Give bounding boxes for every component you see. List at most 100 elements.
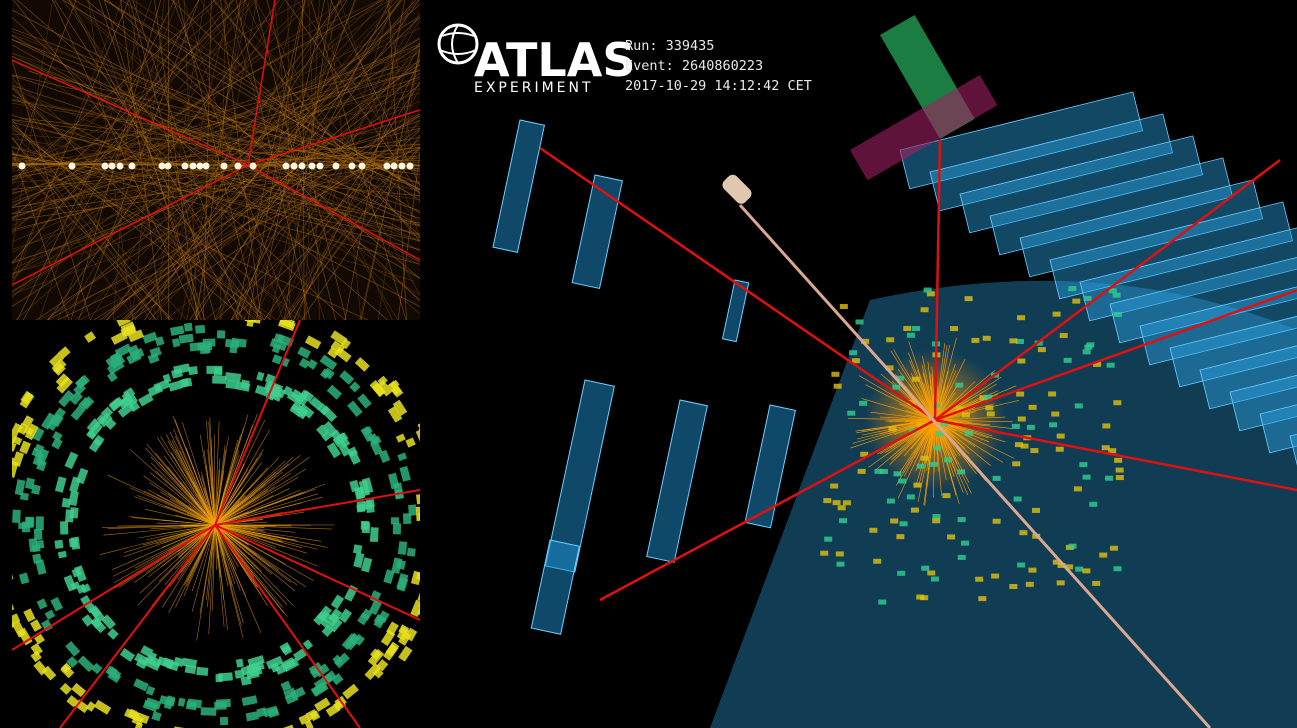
calo-cell bbox=[391, 557, 403, 574]
calo-cell bbox=[405, 437, 416, 448]
end-view-panel bbox=[0, 320, 430, 728]
track bbox=[906, 414, 936, 421]
calo-cell bbox=[886, 498, 895, 504]
calo-cell bbox=[279, 641, 292, 654]
track bbox=[909, 360, 936, 421]
calo-cell bbox=[188, 365, 199, 376]
track bbox=[890, 350, 936, 421]
track bbox=[209, 495, 216, 526]
track bbox=[12, 0, 234, 192]
track bbox=[113, 115, 420, 320]
calo-cell bbox=[68, 490, 79, 506]
calo-cell bbox=[1017, 562, 1026, 568]
calo-cell bbox=[823, 498, 832, 504]
calo-cell bbox=[842, 500, 851, 506]
track bbox=[120, 0, 420, 194]
track bbox=[12, 127, 272, 320]
calo-cell bbox=[892, 384, 901, 390]
track bbox=[934, 395, 951, 421]
calo-cell bbox=[265, 655, 284, 670]
calo-cell bbox=[229, 344, 238, 354]
calo-cell bbox=[128, 400, 141, 413]
calo-cell bbox=[421, 471, 430, 480]
calo-cell bbox=[1115, 475, 1124, 481]
calo-cell bbox=[1082, 349, 1091, 355]
track bbox=[889, 419, 936, 465]
track bbox=[12, 146, 420, 234]
calo-cell bbox=[410, 599, 420, 617]
calo-cell bbox=[955, 382, 964, 388]
calo-cell bbox=[44, 609, 56, 620]
track bbox=[189, 508, 216, 526]
calo-cell bbox=[320, 405, 338, 423]
calo-cell bbox=[906, 494, 915, 500]
calo-cell bbox=[404, 627, 418, 642]
calo-cell bbox=[271, 354, 283, 365]
calo-cell bbox=[824, 536, 833, 542]
calo-cell bbox=[244, 320, 262, 324]
calo-cell bbox=[308, 662, 323, 676]
track bbox=[214, 41, 420, 320]
track bbox=[12, 157, 420, 215]
track bbox=[932, 419, 936, 498]
vertex bbox=[196, 162, 204, 170]
calo-cell bbox=[1099, 552, 1108, 558]
vertex bbox=[234, 162, 242, 170]
calo-cell bbox=[271, 343, 281, 354]
vertex bbox=[158, 162, 166, 170]
track bbox=[12, 102, 420, 172]
track bbox=[214, 524, 236, 585]
calo-cell bbox=[2, 577, 12, 586]
track bbox=[214, 524, 241, 591]
calo-cell bbox=[869, 527, 878, 533]
calo-cell bbox=[985, 405, 994, 411]
calo-cell bbox=[66, 656, 79, 668]
calo-cell bbox=[906, 332, 915, 338]
track bbox=[214, 493, 319, 526]
calo-cell bbox=[177, 697, 186, 707]
calo-cell bbox=[196, 666, 209, 676]
track bbox=[242, 46, 420, 320]
calo-cell bbox=[12, 455, 15, 465]
track bbox=[283, 88, 420, 320]
calo-cell bbox=[12, 613, 21, 625]
calo-cell bbox=[145, 697, 162, 710]
muon-track bbox=[12, 59, 249, 166]
calo-cell bbox=[932, 514, 941, 520]
side-view-panel bbox=[12, 0, 420, 320]
muon-track bbox=[247, 164, 420, 261]
track bbox=[158, 524, 216, 535]
calo-cell bbox=[70, 536, 81, 550]
calo-cell bbox=[325, 703, 341, 717]
track bbox=[214, 467, 268, 526]
track bbox=[112, 524, 216, 570]
calo-cell bbox=[327, 346, 340, 359]
track bbox=[934, 359, 966, 421]
calo-cell bbox=[93, 699, 112, 715]
calo-cell bbox=[33, 660, 48, 676]
muon-track bbox=[934, 159, 1281, 421]
calo-cell bbox=[1074, 403, 1083, 409]
track bbox=[47, 115, 420, 320]
track bbox=[12, 0, 254, 234]
calo-cell bbox=[1056, 433, 1065, 439]
track bbox=[214, 489, 301, 526]
calo-cell bbox=[235, 381, 251, 392]
calo-cell bbox=[256, 371, 265, 382]
track bbox=[861, 419, 936, 431]
calo-cell bbox=[1113, 400, 1122, 406]
calo-cell bbox=[322, 367, 335, 380]
calo-cell bbox=[168, 380, 183, 392]
calo-cell bbox=[897, 570, 906, 576]
calo-cell bbox=[0, 509, 3, 519]
calo-cell bbox=[352, 544, 363, 555]
muon-chamber bbox=[530, 539, 580, 635]
calo-cell bbox=[410, 570, 420, 586]
calo-cell bbox=[396, 576, 409, 592]
calo-cell bbox=[105, 353, 122, 368]
track bbox=[214, 524, 291, 583]
calo-cell bbox=[377, 375, 388, 386]
calo-cell bbox=[219, 716, 229, 726]
vertex bbox=[316, 162, 324, 170]
